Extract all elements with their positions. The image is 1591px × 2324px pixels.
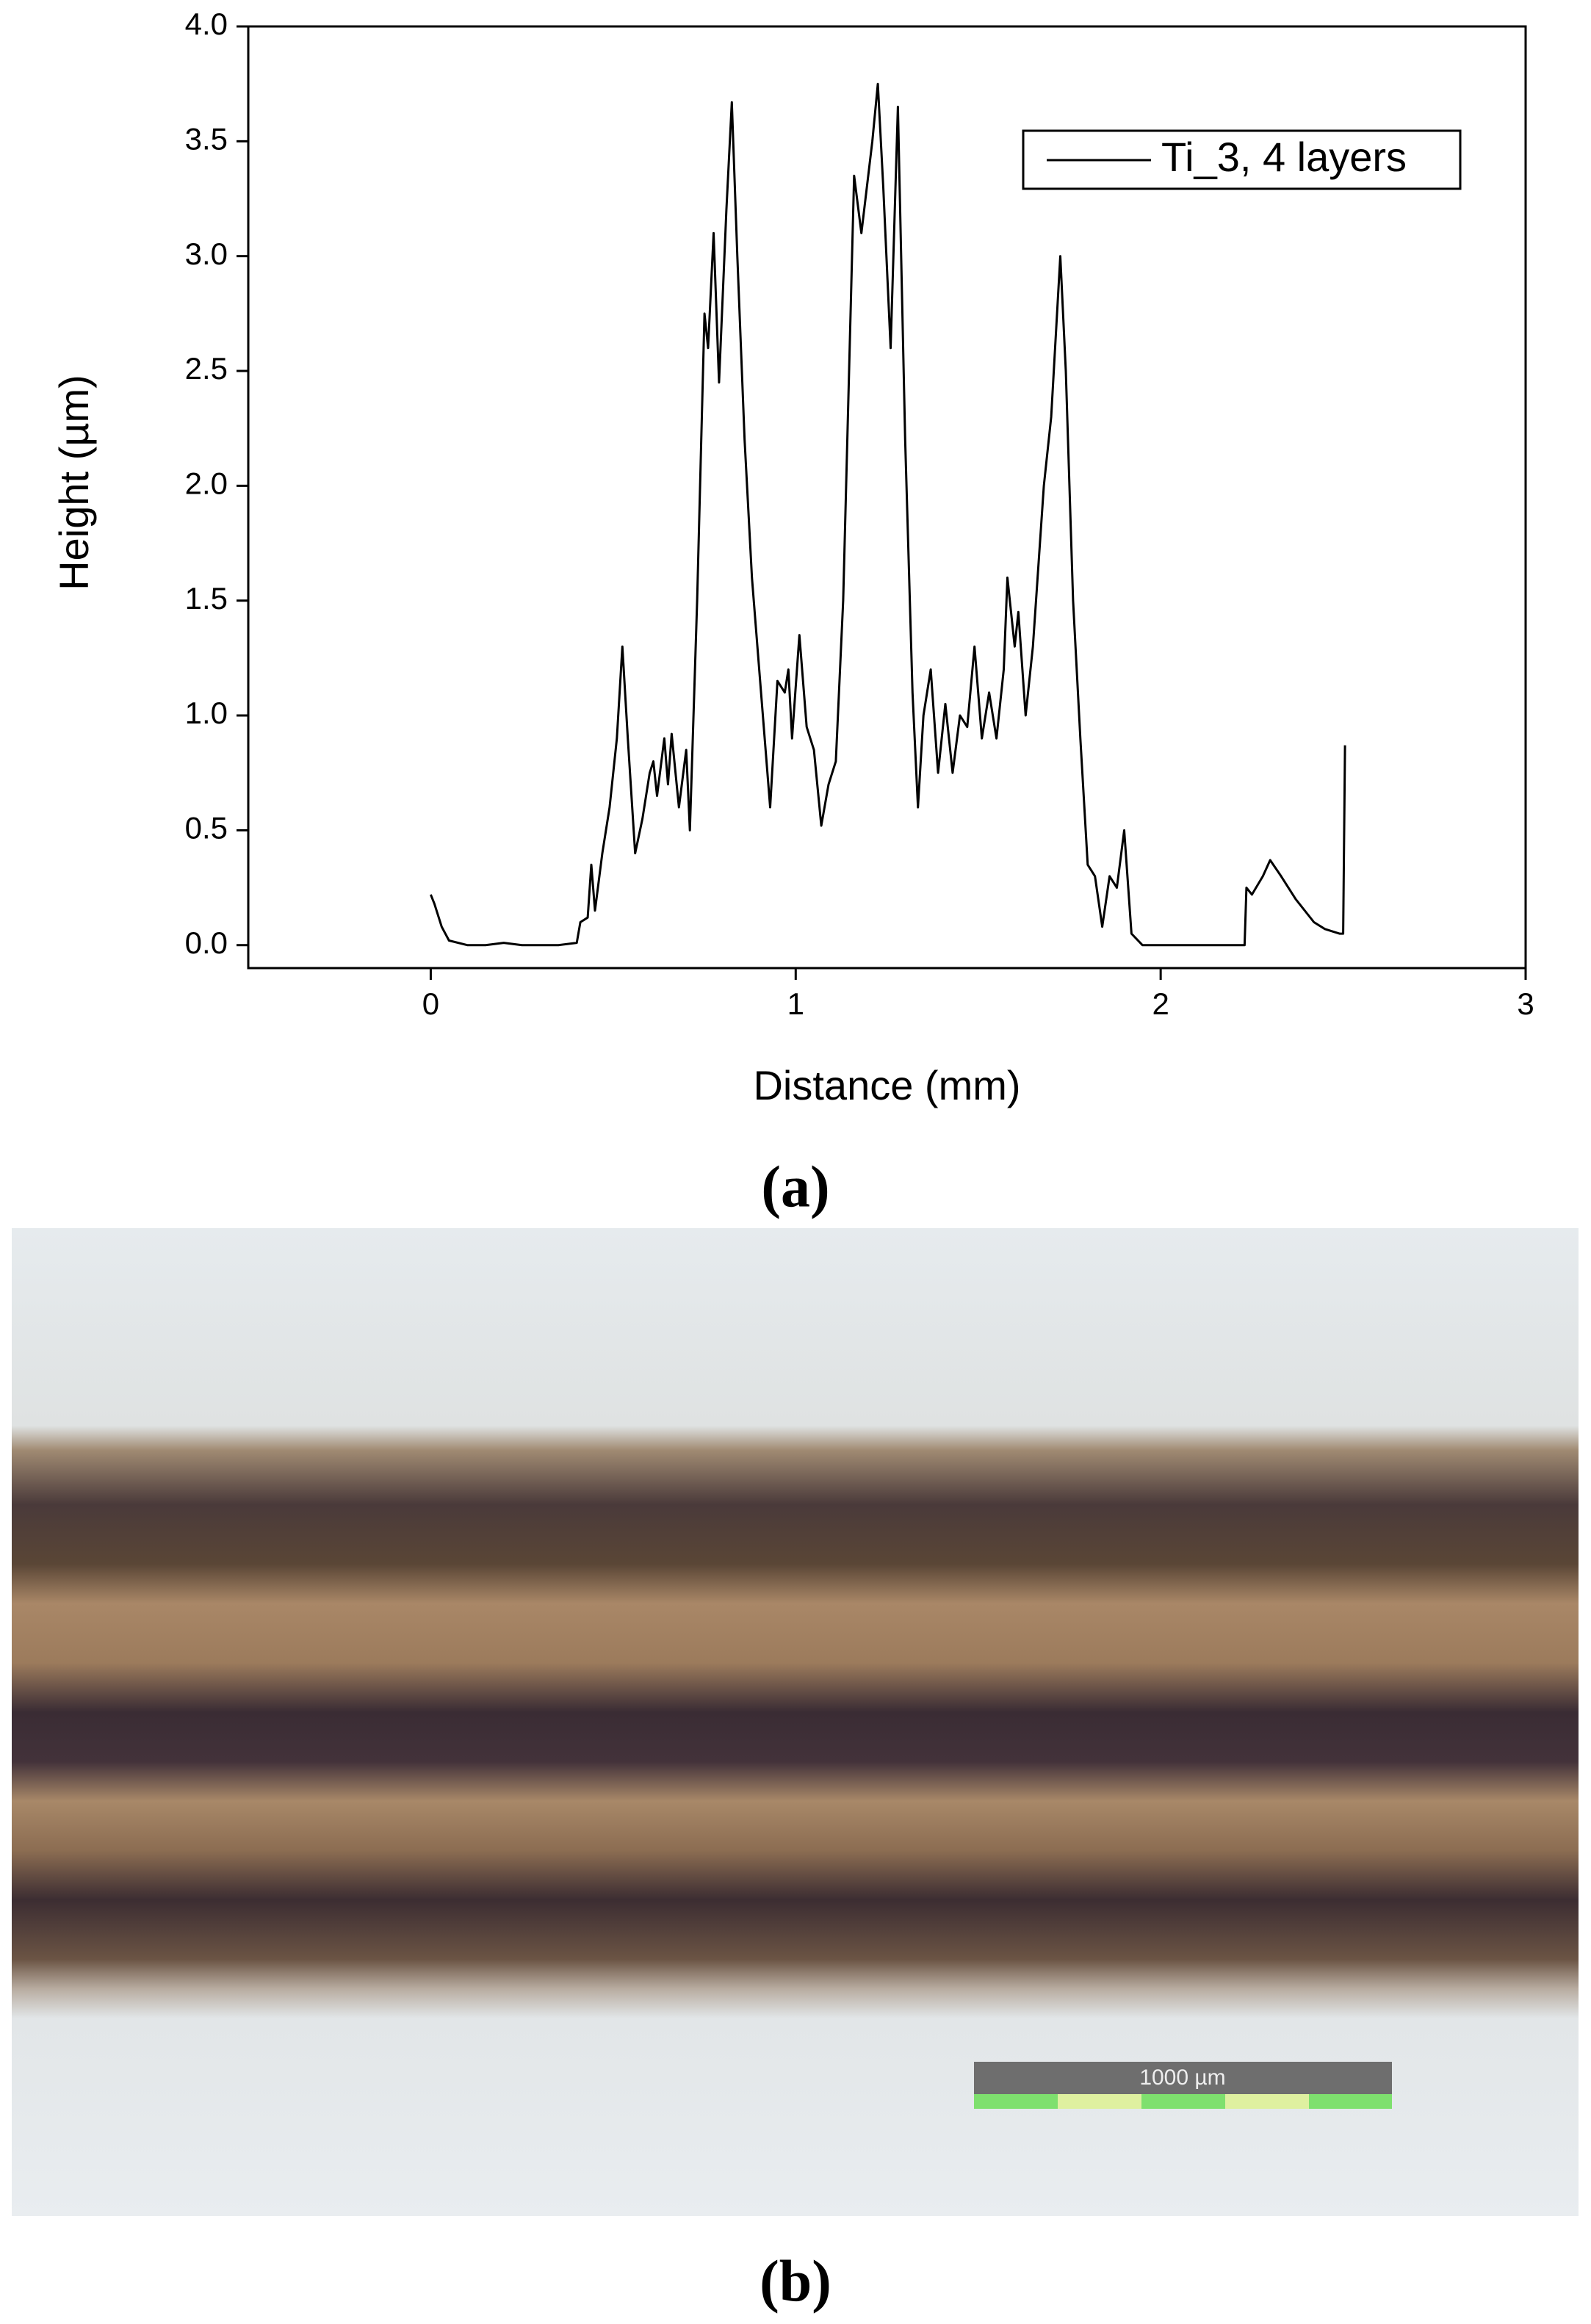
y-tick-label: 4.0 [185, 7, 228, 41]
x-tick-label: 1 [787, 986, 804, 1021]
x-tick-label: 0 [422, 986, 439, 1021]
x-tick-label: 2 [1152, 986, 1169, 1021]
data-line [430, 82, 1346, 947]
panel-label: (a) [761, 1155, 829, 1219]
x-tick-label: 3 [1517, 986, 1534, 1021]
legend: Ti_3, 4 layers [1022, 129, 1462, 190]
y-tick-label: 3.0 [185, 237, 228, 271]
micrograph-image [12, 1228, 1579, 2216]
x-axis-title: Distance (mm) [753, 1062, 1020, 1108]
y-tick-label: 2.0 [185, 466, 228, 500]
y-tick-label: 2.5 [185, 351, 228, 386]
plot-frame [247, 25, 1527, 970]
panel-label: (b) [760, 2249, 831, 2314]
y-tick-label: 0.0 [185, 925, 228, 960]
y-tick-label: 0.5 [185, 810, 228, 845]
scale-bar [974, 2094, 1392, 2109]
scale-bar-segment [1058, 2094, 1141, 2109]
scale-bar-box [974, 2062, 1392, 2094]
y-tick-label: 1.0 [185, 696, 228, 730]
y-tick-label: 1.5 [185, 581, 228, 616]
legend-label: Ti_3, 4 layers [1161, 134, 1407, 180]
scale-bar-label: 1000 µm [1139, 2065, 1225, 2090]
micrograph: 1000 µm [12, 1228, 1579, 2216]
y-tick-label: 3.5 [185, 121, 228, 156]
line-chart: 0 1 2 3 0.0 0.5 1.0 1.5 2.0 2.5 3.0 3.5 4.0 Distance … [51, 7, 1534, 1108]
scale-bar-segment [1225, 2094, 1309, 2109]
y-axis-title: Height (µm) [51, 375, 97, 591]
